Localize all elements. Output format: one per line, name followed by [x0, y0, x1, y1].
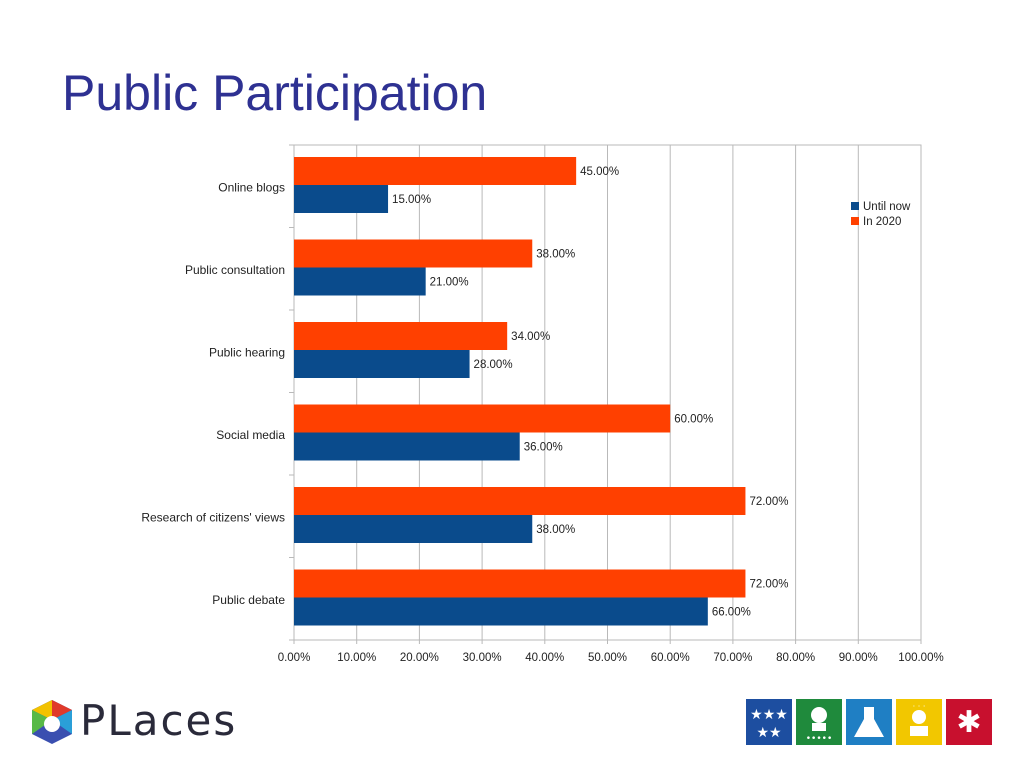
- x-tick-label: 100.00%: [898, 652, 943, 664]
- data-label-until-now: 21.00%: [430, 277, 469, 289]
- chart-legend: Until now In 2020: [851, 201, 911, 228]
- data-label-in-2020: 38.00%: [536, 249, 575, 261]
- flask-icon: [846, 699, 892, 745]
- places-logo-icon: [32, 700, 72, 744]
- chart-labels: 0.00% 10.00% 20.00% 30.00% 40.00% 50.00% 60.00…: [141, 166, 943, 664]
- x-tick-label: 90.00%: [839, 652, 878, 664]
- category-label: Public debate: [212, 593, 285, 607]
- places-logo-text: PLaces: [80, 696, 238, 745]
- legend-swatch: [851, 217, 859, 225]
- legend-swatch: [851, 202, 859, 210]
- bar-in-2020: [294, 322, 508, 350]
- x-tick-label: 0.00%: [278, 652, 311, 664]
- data-label-in-2020: 72.00%: [749, 496, 788, 508]
- bar-until-now: [294, 267, 426, 296]
- bar-until-now: [294, 597, 708, 626]
- bar-in-2020: [294, 487, 746, 515]
- data-label-until-now: 66.00%: [712, 607, 751, 619]
- x-tick-label: 20.00%: [400, 652, 439, 664]
- bar-in-2020: [294, 404, 671, 433]
- partner-icons-strip: ★★★ ★★ ••••• · · · ✱: [746, 699, 992, 745]
- x-tick-label: 50.00%: [588, 652, 627, 664]
- category-label: Online blogs: [218, 180, 285, 194]
- legend-label: Until now: [863, 201, 911, 213]
- stars-icon: ★★★ ★★: [746, 699, 792, 745]
- svg-text:✱: ✱: [956, 705, 981, 740]
- x-tick-label: 60.00%: [651, 652, 690, 664]
- data-label-until-now: 28.00%: [474, 359, 513, 371]
- bar-until-now: [294, 350, 470, 378]
- x-tick-label: 80.00%: [776, 652, 815, 664]
- chart-grid: [289, 144, 922, 644]
- data-label-in-2020: 45.00%: [580, 166, 619, 178]
- sun-person-icon: · · ·: [896, 699, 942, 745]
- person-icon: •••••: [796, 699, 842, 745]
- bar-until-now: [294, 515, 533, 543]
- chart-bars: [294, 157, 746, 626]
- data-label-until-now: 36.00%: [524, 442, 563, 454]
- svg-text:•••••: •••••: [806, 734, 833, 744]
- bar-in-2020: [294, 569, 746, 598]
- bar-chart: 0.00% 10.00% 20.00% 30.00% 40.00% 50.00% 60.00…: [141, 144, 944, 664]
- data-label-in-2020: 34.00%: [511, 331, 550, 343]
- category-label: Research of citizens' views: [141, 510, 285, 524]
- data-label-in-2020: 60.00%: [674, 414, 713, 426]
- category-label: Public consultation: [185, 263, 285, 277]
- bar-in-2020: [294, 157, 577, 185]
- legend-label: In 2020: [863, 216, 901, 228]
- asterisk-icon: ✱: [946, 699, 992, 745]
- svg-text:★★★: ★★★: [750, 707, 788, 723]
- bar-until-now: [294, 432, 520, 461]
- category-label: Public hearing: [209, 345, 285, 359]
- x-tick-label: 30.00%: [463, 652, 502, 664]
- data-label-until-now: 15.00%: [392, 194, 431, 206]
- x-tick-label: 10.00%: [337, 652, 376, 664]
- svg-text:· · ·: · · ·: [913, 702, 926, 711]
- bar-in-2020: [294, 239, 533, 268]
- svg-text:★★: ★★: [756, 725, 781, 741]
- slide-title: Public Participation: [62, 65, 488, 121]
- x-tick-label: 70.00%: [713, 652, 752, 664]
- x-tick-label: 40.00%: [525, 652, 564, 664]
- data-label-until-now: 38.00%: [536, 524, 575, 536]
- category-label: Social media: [216, 428, 285, 442]
- bar-until-now: [294, 185, 389, 213]
- data-label-in-2020: 72.00%: [749, 579, 788, 591]
